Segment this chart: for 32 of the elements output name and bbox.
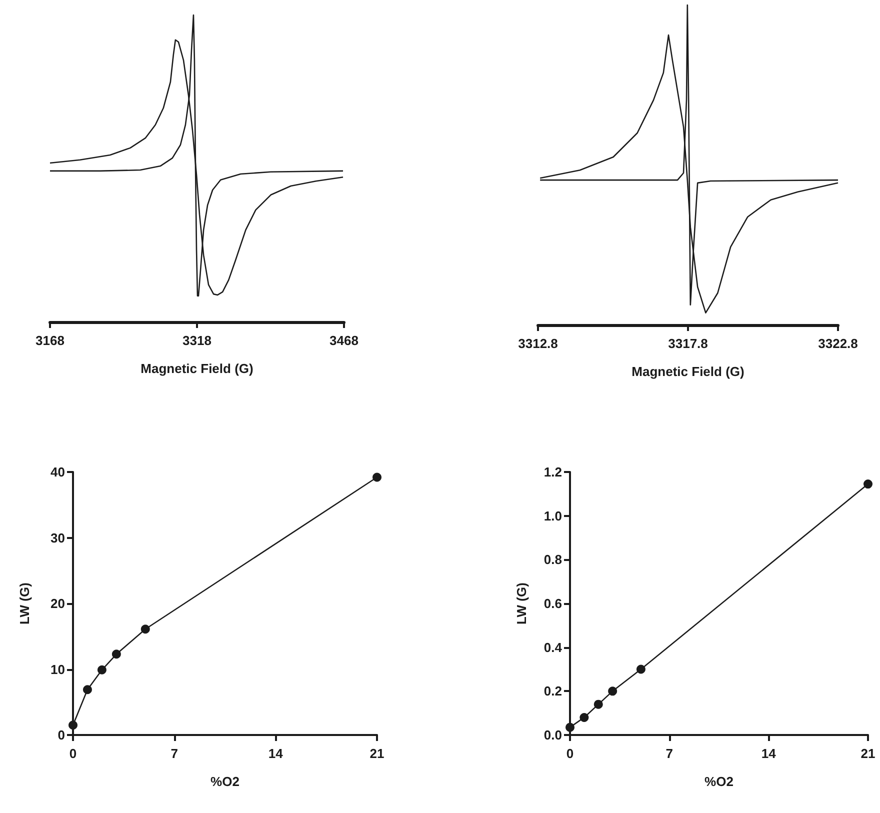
x-tick-label: 0 (566, 746, 574, 761)
x-tick-label: 3322.8 (818, 336, 858, 351)
y-tick-label: 0.8 (544, 552, 562, 568)
x-axis-title: %O2 (704, 774, 734, 789)
x-axis-title: Magnetic Field (G) (140, 361, 254, 376)
y-axis-title: LW (G) (17, 582, 32, 624)
y-tick-label: 20 (50, 596, 65, 611)
x-tick-label: 3318 (182, 333, 212, 348)
y-tick-label: 0.6 (544, 596, 562, 611)
x-tick-label: 3468 (330, 333, 358, 348)
x-axis-title: %O2 (210, 774, 240, 789)
x-tick-label: 7 (170, 746, 178, 761)
y-tick-label: 40 (50, 464, 65, 480)
y-axis-title: LW (G) (514, 582, 529, 624)
x-tick-label: 14 (761, 746, 777, 761)
x-tick-label: 3168 (36, 333, 64, 348)
y-tick-label: 0.2 (544, 684, 562, 699)
y-tick-label: 1.0 (544, 508, 562, 524)
x-axis-title: Magnetic Field (G) (632, 364, 744, 379)
x-tick-label: 14 (268, 746, 284, 761)
y-tick-label: 1.2 (544, 464, 562, 480)
x-tick-label: 0 (69, 746, 77, 761)
x-tick-label: 7 (666, 746, 673, 761)
x-tick-label: 21 (860, 746, 876, 761)
y-tick-label: 0.0 (544, 728, 562, 742)
y-tick-label: 30 (50, 530, 65, 546)
x-tick-label: 21 (370, 746, 384, 761)
y-tick-label: 10 (50, 662, 65, 677)
x-tick-label: 3312.8 (518, 336, 558, 351)
y-tick-label: 0.4 (544, 640, 563, 655)
x-tick-label: 3317.8 (668, 336, 708, 351)
y-tick-label: 0 (58, 728, 65, 742)
